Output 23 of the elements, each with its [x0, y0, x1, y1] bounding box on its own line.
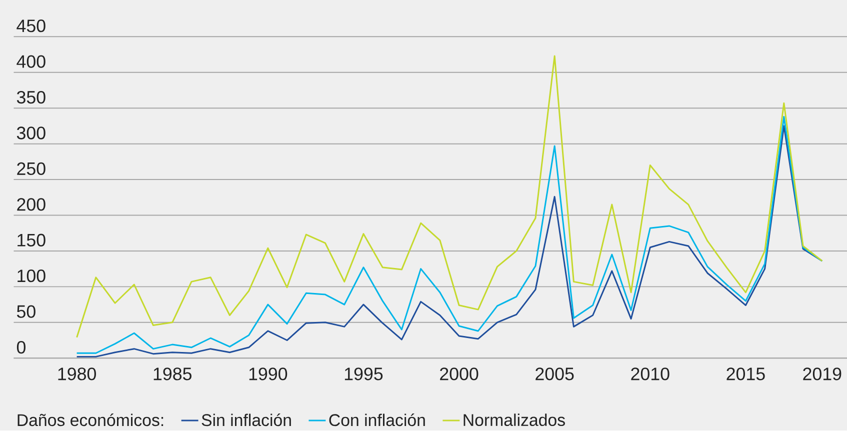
y-tick-label: 450: [16, 20, 46, 32]
legend-label: Con inflación: [329, 414, 425, 426]
y-tick-label: 50: [16, 305, 36, 318]
legend-label: Normalizados: [464, 414, 565, 426]
y-tick-label: 300: [16, 126, 46, 140]
y-tick-label: 200: [17, 198, 46, 211]
x-tick-label: 1990: [249, 368, 288, 380]
y-tick-label: 250: [17, 162, 46, 176]
y-tick-label: 0: [16, 341, 26, 354]
x-tick-label: 2010: [631, 368, 670, 380]
y-tick-label: 400: [16, 55, 46, 68]
x-tick-label: 1985: [154, 368, 192, 380]
x-tick-label: 1995: [344, 368, 383, 380]
legend-title: Daños económicos:: [18, 414, 164, 426]
y-tick-label: 100: [18, 270, 46, 282]
x-tick-label: 2019: [803, 368, 842, 380]
legend-label: Sin inflación: [202, 414, 291, 426]
y-tick-label: 350: [16, 91, 46, 104]
x-tick-label: 2015: [726, 368, 765, 380]
y-tick-label: 150: [18, 234, 46, 247]
x-tick-label: 2000: [440, 368, 478, 380]
x-tick-label: 2005: [536, 368, 574, 380]
x-tick-label: 1980: [58, 368, 96, 380]
